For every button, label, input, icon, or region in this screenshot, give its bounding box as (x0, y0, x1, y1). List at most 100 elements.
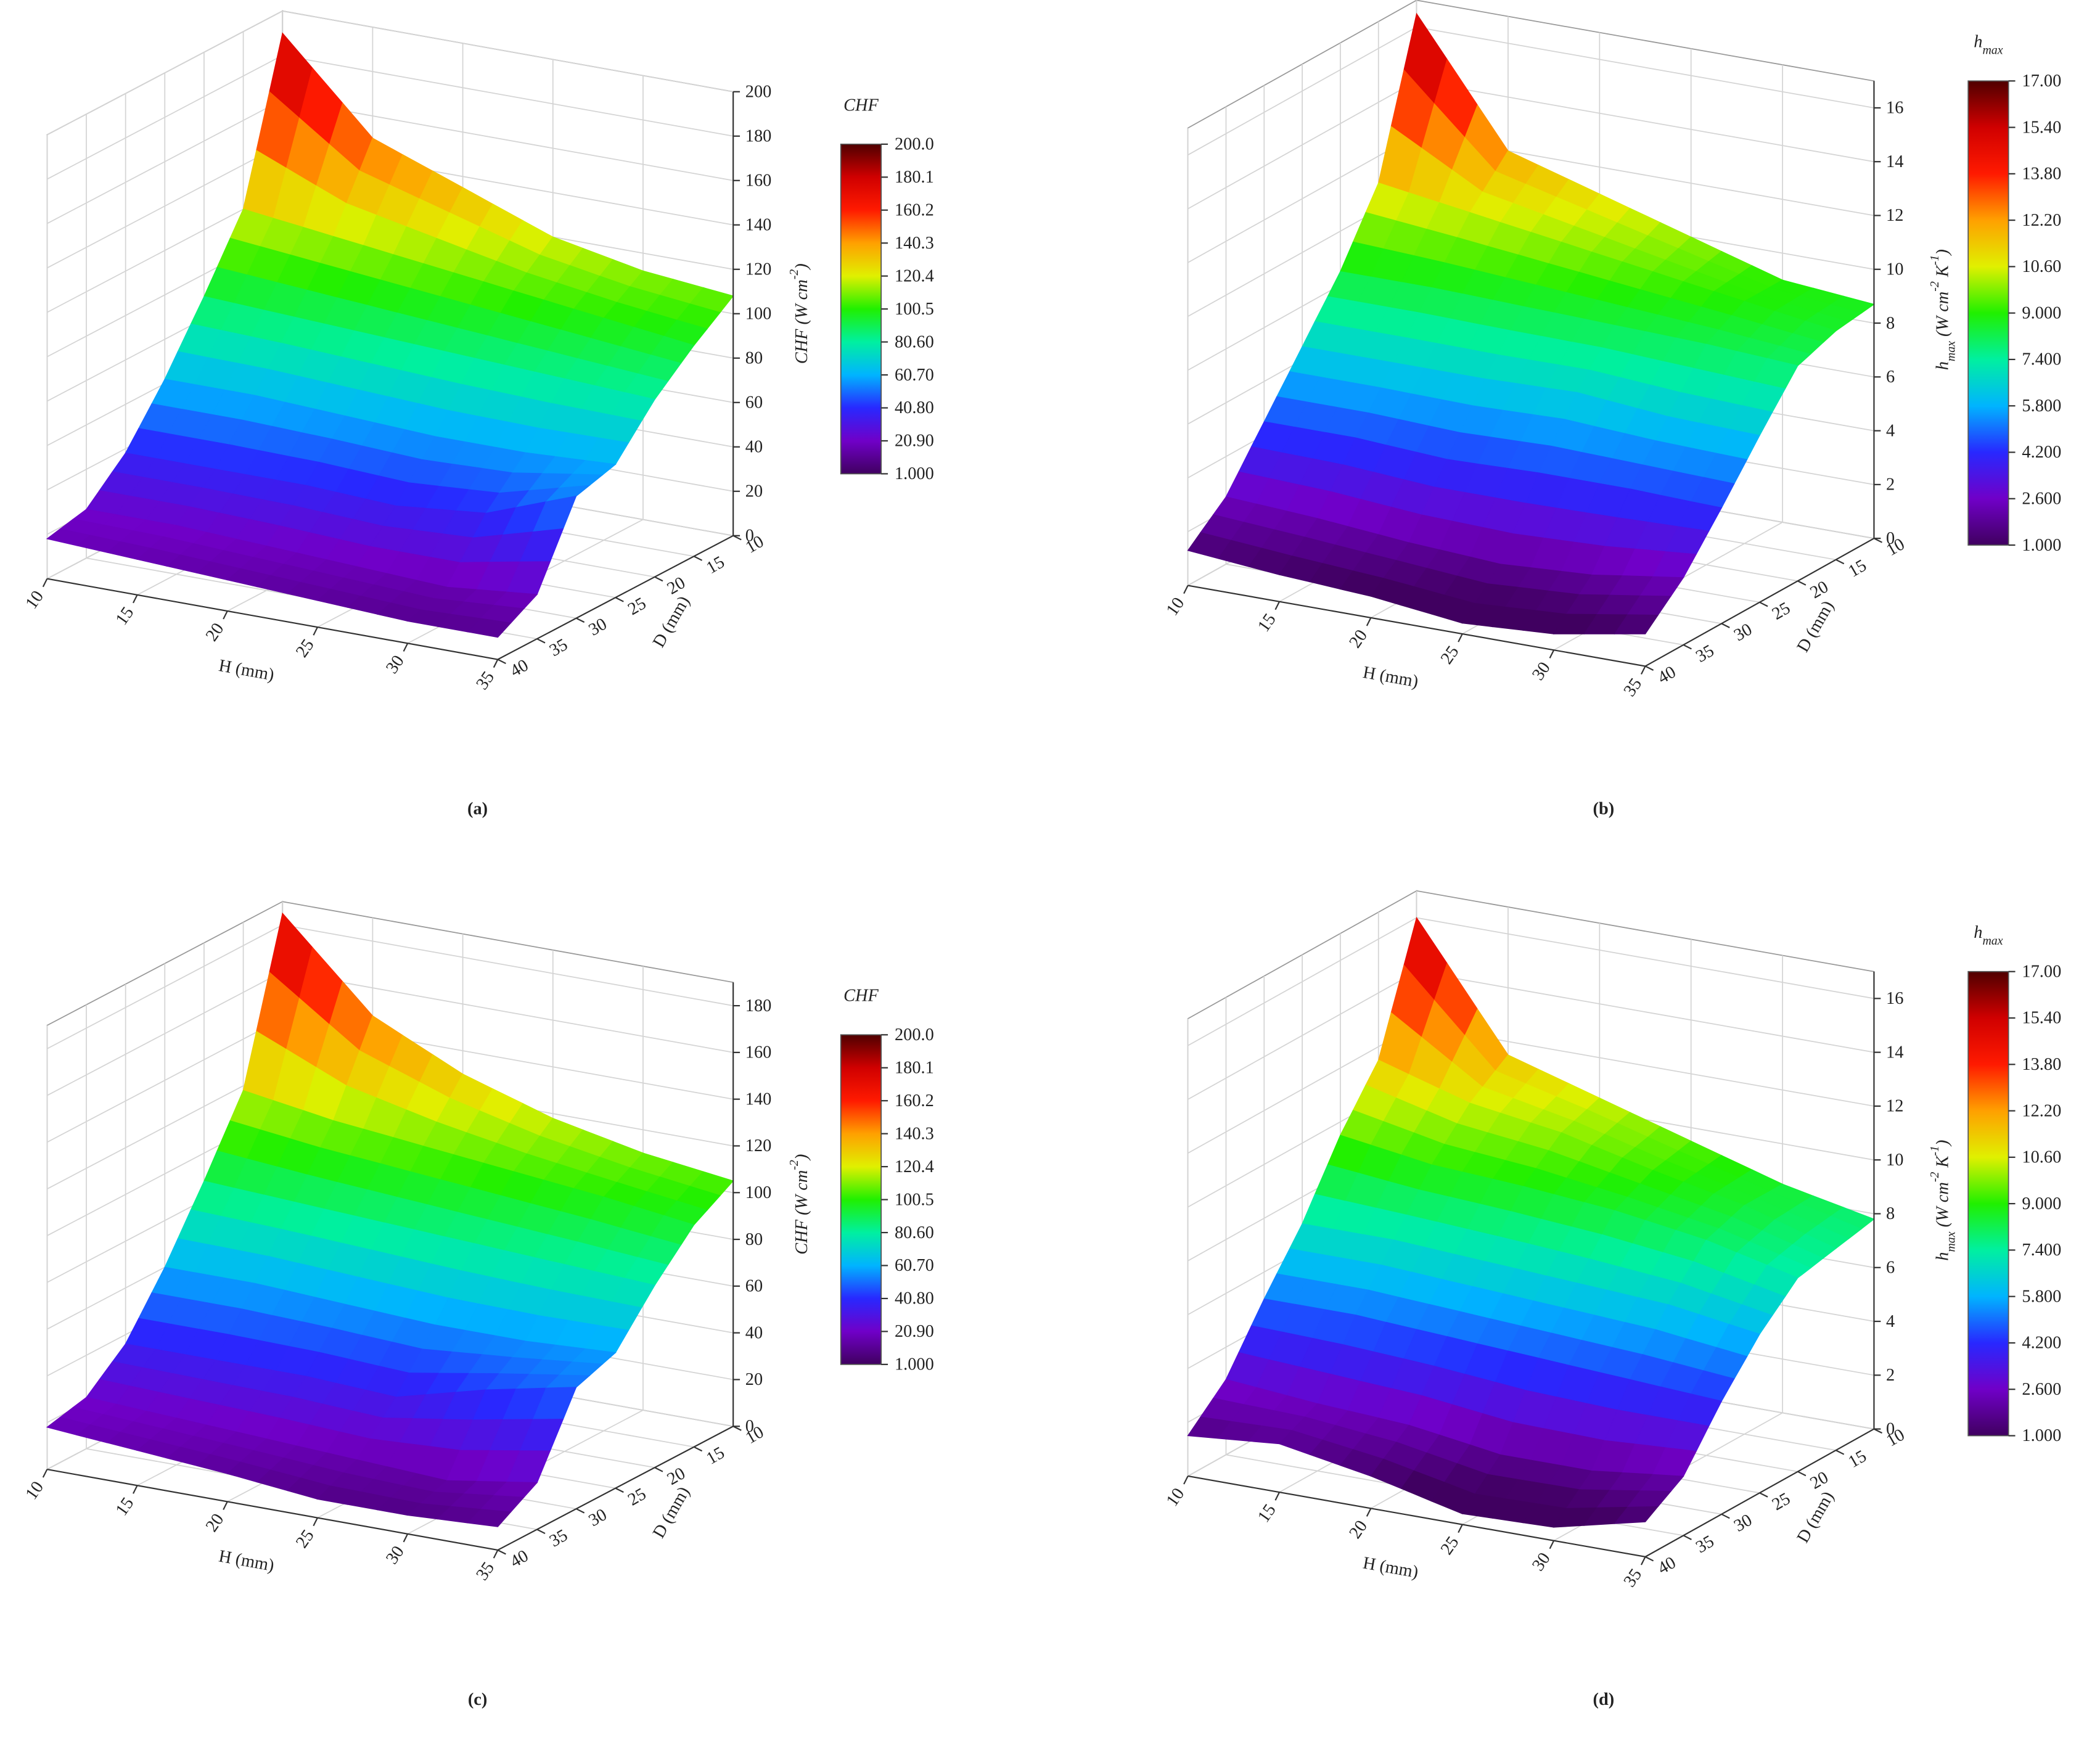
colorbar-title-part: CHF (843, 96, 879, 115)
y-tick-label: 15 (703, 1443, 728, 1469)
colorbar-tick-label: 12.20 (2022, 211, 2061, 230)
x-tick-label: 20 (202, 620, 228, 645)
x-tick-label: 20 (1346, 1517, 1372, 1542)
x-tick-label: 10 (22, 588, 47, 613)
y-tick-label: 20 (1807, 1468, 1832, 1493)
z-axis-label-part: h (1933, 1252, 1952, 1261)
y-tick (1797, 1471, 1807, 1477)
colorbar-tick-label: 17.00 (2022, 72, 2061, 91)
colorbar-tick-label: 180.1 (895, 168, 934, 187)
x-tick (1274, 601, 1280, 610)
colorbar-title: CHF (843, 987, 879, 1006)
colorbar-tick-label: 140.3 (895, 234, 934, 253)
x-tick (1640, 665, 1646, 675)
x-tick-label: 15 (1254, 610, 1280, 636)
z-axis-label: hmax (W cm-2 K-1) (1928, 1140, 1958, 1261)
x-tick-label: 10 (1163, 594, 1189, 619)
colorbar-tick-label: 60.70 (895, 366, 934, 385)
surface-patch (467, 618, 512, 638)
surface-patch (467, 1509, 512, 1527)
y-tick-label: 35 (1692, 641, 1717, 667)
y-tick-label: 40 (1655, 662, 1680, 687)
x-tick (493, 1549, 499, 1559)
z-tick-label: 8 (1886, 314, 1895, 333)
colorbar-tick-label: 7.400 (2022, 1241, 2061, 1260)
z-tick-label: 100 (745, 1183, 772, 1202)
y-tick (1759, 1492, 1768, 1498)
surface-patch (1614, 1506, 1659, 1524)
x-tick (133, 1485, 138, 1494)
z-tick-label: 180 (745, 126, 772, 146)
colorbar-tick-label: 12.20 (2022, 1101, 2061, 1120)
colorbar-tick-label: 1.000 (895, 1355, 934, 1374)
z-tick-label: 6 (1886, 1258, 1895, 1277)
z-tick-label: 6 (1886, 367, 1895, 387)
y-tick (694, 1446, 703, 1452)
x-tick (42, 578, 48, 588)
y-axis-label: D (mm) (1794, 1488, 1838, 1546)
y-tick (1835, 559, 1845, 565)
y-tick (497, 659, 506, 665)
colorbar-title: CHF (843, 96, 879, 115)
y-axis-label: D (mm) (649, 1484, 694, 1541)
y-tick (1759, 601, 1768, 607)
y-tick (1721, 623, 1730, 628)
colorbar-tick-label: 10.60 (2022, 1148, 2061, 1167)
z-tick-label: 100 (745, 304, 772, 323)
z-axis-label-part: ) (792, 263, 811, 270)
x-axis-label: H (mm) (1361, 663, 1420, 691)
z-tick-label: 80 (745, 1230, 763, 1249)
z-axis-label-part: -1 (1928, 255, 1942, 266)
y-tick-label: 30 (1731, 1511, 1755, 1536)
z-axis-label: CHF (W cm-2) (787, 1154, 811, 1255)
colorbar (840, 1034, 882, 1365)
z-axis-label-part: (W cm (1933, 1182, 1952, 1231)
x-tick (1366, 1508, 1372, 1517)
x-tick-label: 25 (1437, 642, 1463, 668)
z-tick-label: 16 (1886, 989, 1903, 1008)
y-tick (615, 597, 624, 602)
panel-label: (d) (1593, 1690, 1615, 1709)
z-axis-label-part: -2 (787, 1160, 801, 1170)
y-tick-label: 15 (703, 552, 728, 578)
y-tick-label: 40 (507, 1546, 531, 1572)
x-tick-label: 35 (1620, 1566, 1646, 1591)
x-tick-label: 35 (472, 1559, 498, 1584)
y-tick (536, 1529, 546, 1535)
z-axis-label-part: max (1944, 1231, 1958, 1252)
x-tick (1274, 1492, 1280, 1501)
y-tick-label: 15 (1845, 556, 1870, 581)
panel-label: (a) (467, 799, 488, 818)
y-tick (1797, 580, 1807, 586)
x-tick (313, 626, 318, 636)
y-tick-label: 35 (1692, 1532, 1717, 1557)
colorbar-tick-label: 1.000 (2022, 536, 2061, 555)
x-tick-label: 15 (112, 604, 138, 629)
colorbar-tick-label: 1.000 (895, 464, 934, 483)
y-tick-label: 30 (586, 615, 610, 640)
z-tick-label: 160 (745, 1043, 772, 1062)
y-tick (1645, 1556, 1654, 1562)
z-tick-label: 0 (745, 1417, 754, 1436)
colorbar-title-part: max (1982, 44, 2003, 57)
colorbar-tick-label: 100.5 (895, 1190, 934, 1209)
y-tick-label: 35 (546, 1525, 571, 1551)
colorbar-tick-label: 1.000 (2022, 1426, 2061, 1445)
colorbar-tick-label: 7.400 (2022, 350, 2061, 369)
x-axis-label: H (mm) (217, 1547, 276, 1575)
y-tick (536, 638, 546, 644)
colorbar-tick-label: 120.4 (895, 266, 934, 285)
grid-line (1416, 80, 1874, 163)
z-tick-label: 2 (1886, 475, 1895, 495)
y-tick (615, 1487, 624, 1493)
colorbar-tick-label: 2.600 (2022, 490, 2061, 509)
x-tick-label: 20 (202, 1510, 228, 1535)
y-tick-label: 40 (507, 655, 531, 681)
z-tick-label: 2 (1886, 1366, 1895, 1385)
panel: 024681012141610152025303510152025303540H… (1163, 0, 2061, 818)
y-tick-label: 35 (546, 635, 571, 660)
axis-line (47, 1468, 498, 1551)
x-tick (1549, 649, 1555, 659)
x-tick (1549, 1540, 1555, 1549)
